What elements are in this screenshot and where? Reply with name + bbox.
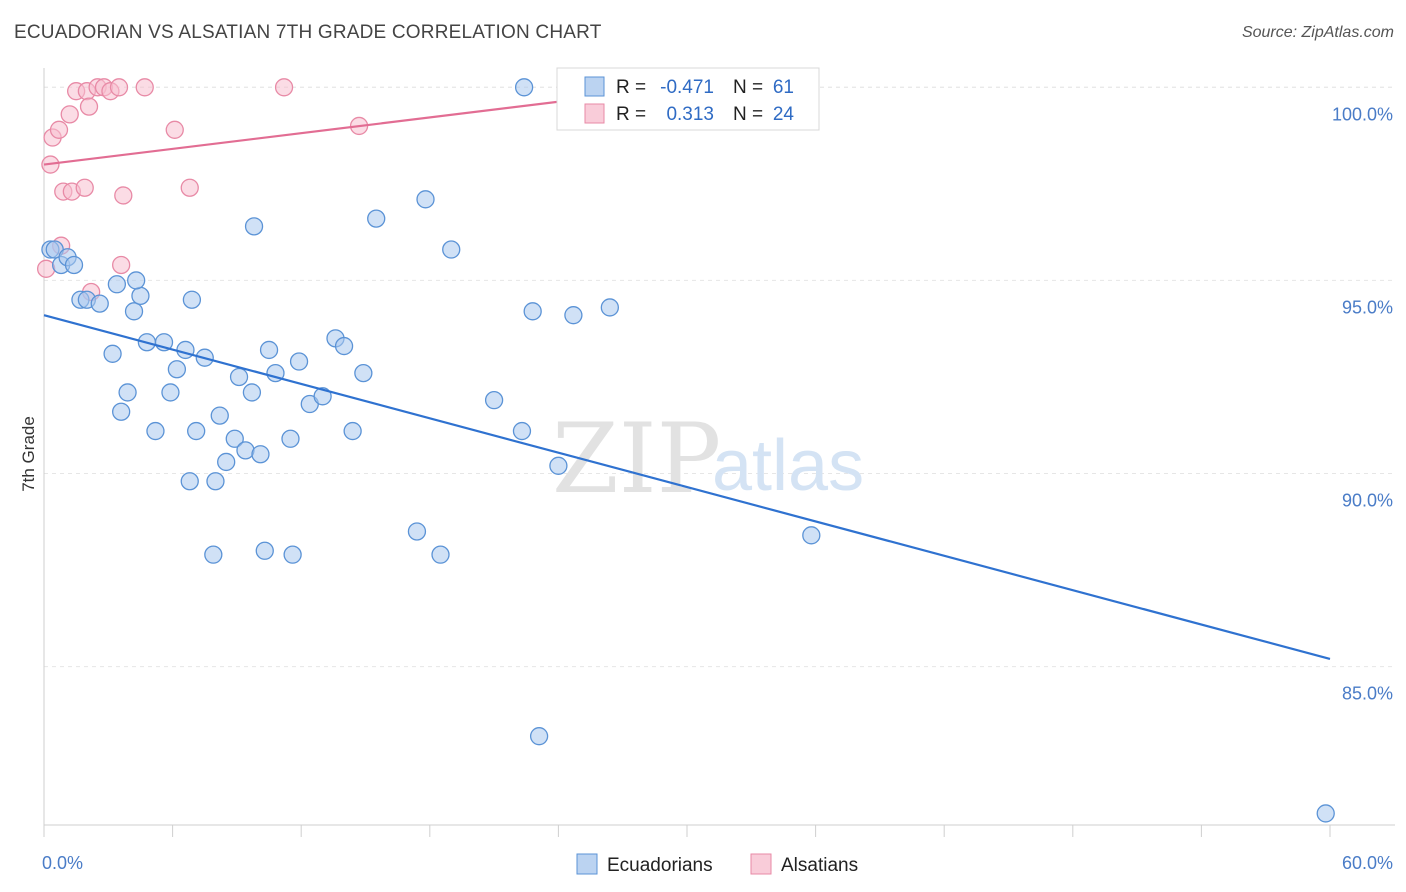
legend-n-label: N = [733,104,763,125]
alsatian-point [36,259,56,278]
alsatian-point [112,255,131,275]
alsatian-point [79,97,99,116]
ecuadorian-point [182,290,202,309]
ecuadorian-point [514,78,534,97]
legend-r-label: R = [616,77,646,98]
ecuadorian-point [802,526,821,545]
ecuadorian-point [103,344,122,363]
alsatian-point [165,120,184,139]
ecuadorian-point [242,383,262,402]
watermark: ZIP atlas [552,403,864,515]
alsatian-point [180,178,199,197]
ecuadorian-point [251,445,270,464]
legend-r-value: -0.471 [660,77,714,98]
legend-swatch-alsatians [750,853,772,875]
ecuadorian-point [600,298,619,317]
ecuadorian-point [124,302,144,321]
ecuadorian-point [529,727,549,746]
ecuadorian-point [564,306,583,325]
alsatian-point [60,105,79,124]
x-tick-label: 0.0% [42,853,83,873]
legend-n-value: 61 [773,77,794,98]
y-tick-label: 95.0% [1342,297,1393,317]
ecuadorian-point [210,406,229,425]
ecuadorian-point [259,340,279,360]
ecuadorian-point [167,360,187,379]
y-tick-label: 90.0% [1342,491,1393,511]
x-tick-labels: 0.0% 60.0% [42,853,1393,873]
y-axis-label: 7th Grade [19,416,38,492]
ecuadorian-point [523,302,542,321]
chart-title: ECUADORIAN VS ALSATIAN 7TH GRADE CORRELA… [14,22,602,43]
legend-r-value: 0.313 [666,104,714,125]
y-tick-labels: 85.0% 90.0% 95.0% 100.0% [1332,104,1393,703]
y-tick-label: 85.0% [1342,684,1393,704]
legend-label-ecuadorians: Ecuadorians [607,855,713,876]
ecuadorian-point [176,340,195,360]
ecuadorian-point [289,352,309,371]
ecuadorian-point [244,217,264,236]
ecuadorian-point [431,545,450,564]
ecuadorian-point [281,429,300,448]
legend-swatch-ecuadorians [584,76,605,97]
alsatian-point [274,78,294,97]
watermark-atlas: atlas [712,426,864,506]
ecuadorian-point [484,391,504,410]
legend-n-value: 24 [773,104,795,125]
y-tick-label: 100.0% [1332,104,1393,124]
x-tick-label: 60.0% [1342,853,1393,873]
legend-n-label: N = [733,77,763,98]
ecuadorian-point [354,363,373,383]
ecuadorian-point [161,383,180,402]
ecuadorian-point [549,456,568,475]
ecuadorian-point [236,441,255,460]
ecuadorian-point [90,294,109,313]
ecuadorian-point [127,271,146,290]
ecuadorian-point [343,421,362,441]
ecuadorian-point [512,421,532,441]
ecuadorian-point [187,421,206,441]
ecuadorian-point [255,541,274,560]
alsatian-point [49,120,69,139]
ecuadorians-points [41,78,1335,823]
ecuadorian-point [334,336,354,356]
alsatian-point [114,186,133,205]
ecuadorian-point [131,286,150,306]
ecuadorian-point [217,452,236,472]
ecuadorian-point [225,429,244,448]
ecuadorian-point [416,190,435,209]
ecuadorian-point [442,240,461,259]
legend-swatch-alsatians [584,103,605,124]
legend-swatch-ecuadorians [576,853,598,875]
stats-legend: R = -0.471 N = 61 R = 0.313 N = 24 [556,67,820,131]
series-legend: Ecuadorians Alsatians [576,853,858,876]
ecuadorian-point [64,255,84,275]
legend-label-alsatians: Alsatians [781,855,858,876]
ecuadorian-point [107,275,127,294]
ecuadorian-point [407,522,427,541]
ecuadorian-point [283,545,302,564]
watermark-zip: ZIP [552,403,721,515]
ecuadorian-point [112,402,131,421]
alsatian-point [75,178,94,197]
axes [43,68,1395,837]
ecuadorian-point [204,545,223,564]
legend-r-label: R = [616,104,646,125]
ecuadorian-point [118,383,137,402]
ecuadorian-point [180,472,199,491]
ecuadorian-point [1316,804,1335,823]
ecuadorian-point [229,367,249,387]
ecuadorians-trend-line [43,314,1331,660]
ecuadorian-point [206,472,225,491]
alsatian-point [135,78,154,97]
ecuadorian-point [313,387,332,406]
source-label: Source: ZipAtlas.com [1241,24,1394,41]
ecuadorian-point [367,209,386,228]
alsatian-point [109,78,129,97]
ecuadorian-point [146,421,165,441]
